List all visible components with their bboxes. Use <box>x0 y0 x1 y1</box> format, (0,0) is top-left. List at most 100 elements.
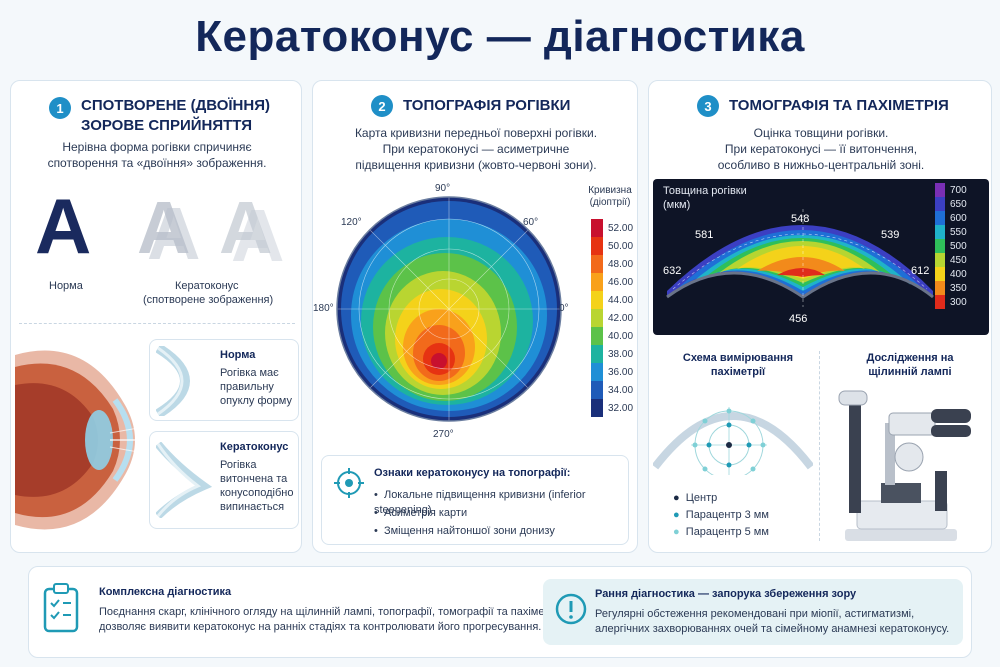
letter-distorted-3: A <box>219 186 273 269</box>
thickness-legend-swatch <box>935 239 945 253</box>
topography-map <box>336 196 562 422</box>
thickness-legend-row: 350 <box>935 281 967 295</box>
label-keratoconus: Кератоконус <box>175 280 239 292</box>
curvature-legend-row: 40.00 <box>591 327 633 345</box>
curvature-legend-swatch <box>591 309 603 327</box>
curvature-legend-row: 46.00 <box>591 273 633 291</box>
thickness-legend-row: 550 <box>935 225 967 239</box>
thickness-legend-row: 300 <box>935 295 967 309</box>
value-456: 456 <box>789 313 808 325</box>
thickness-legend-label: 650 <box>950 198 967 210</box>
step-badge-1: 1 <box>49 97 71 119</box>
thickness-legend-row: 650 <box>935 197 967 211</box>
panel-title: Томографія та пахіметрія <box>729 97 949 114</box>
panel-desc-2: При кератоконусі — її витончення, <box>724 142 918 156</box>
thickness-legend-swatch <box>935 197 945 211</box>
curvature-legend-label: 32.00 <box>608 402 634 414</box>
panel-distortion: 1 Спотворене (двоїння) зорове сприйняття… <box>10 80 302 553</box>
curvature-legend-row: 50.00 <box>591 237 633 255</box>
curvature-legend-label: 34.00 <box>608 384 634 396</box>
curvature-legend-swatch <box>591 237 603 255</box>
curvature-legend-swatch <box>591 327 603 345</box>
thickness-legend-swatch <box>935 225 945 239</box>
thickness-legend-label: 600 <box>950 212 967 224</box>
thickness-legend-row: 600 <box>935 211 967 225</box>
summary-title: Комплексна діагностика <box>99 586 232 598</box>
thickness-legend-label: 300 <box>950 296 967 308</box>
thickness-legend-label: 500 <box>950 240 967 252</box>
value-539: 539 <box>881 229 900 241</box>
thickness-legend-row: 700 <box>935 183 967 197</box>
slit-lamp-icon <box>838 390 971 541</box>
clipboard-checklist-icon <box>43 583 79 633</box>
legend-center: ● Центр <box>673 492 718 504</box>
card-normal-line1: Рогівка має <box>220 367 279 379</box>
curvature-legend-label: 48.00 <box>608 258 634 270</box>
thickness-legend-label: 350 <box>950 282 967 294</box>
page-title: Кератоконус — діагностика <box>195 12 805 61</box>
label-keratoconus-sub: (спотворене зображення) <box>143 294 274 306</box>
card-keratoconus-line2: витончена та <box>220 473 288 485</box>
curvature-legend-swatch <box>591 291 603 309</box>
thickness-legend: 700 650 600 550 500 450 400 350 300 <box>935 183 967 309</box>
letter-normal: A <box>35 182 92 270</box>
step-badge-3: 3 <box>697 95 719 117</box>
thickness-profile <box>666 209 934 307</box>
curvature-legend-label: 40.00 <box>608 330 634 342</box>
panel-desc-1: Карта кривизни передньої поверхні рогівк… <box>354 126 598 140</box>
curvature-legend-swatch <box>591 255 603 273</box>
thickness-legend-label: 400 <box>950 268 967 280</box>
target-icon <box>334 468 364 498</box>
step-badge-2: 2 <box>371 95 393 117</box>
angle-270: 270° <box>433 429 454 440</box>
panel-summary: Комплексна діагностика Поєднання скарг, … <box>28 566 972 658</box>
map-title: Товщина рогівки <box>663 185 747 197</box>
thickness-legend-swatch <box>935 281 945 295</box>
scheme-title: Схема вимірювання <box>682 352 794 364</box>
angle-180: 180° <box>313 303 334 314</box>
panel-title: Спотворене (двоїння) <box>81 97 270 114</box>
slit-lamp-title-2: щілинній лампі <box>868 366 952 378</box>
card-keratoconus-title: Кератоконус <box>220 441 289 453</box>
curvature-legend-label: 36.00 <box>608 366 634 378</box>
curvature-legend-label: 42.00 <box>608 312 634 324</box>
sign-item: • Зміщення найтоншої зони донизу <box>374 525 555 537</box>
letter-distorted-1: A <box>137 186 191 269</box>
divider <box>819 351 820 541</box>
curvature-legend-label: 52.00 <box>608 222 634 234</box>
legend-title: Кривизна <box>588 185 632 196</box>
angle-0: 0° <box>559 303 569 314</box>
curvature-legend-row: 32.00 <box>591 399 633 417</box>
panel-desc-3: підвищення кривизни (жовто-червоні зони)… <box>355 158 597 172</box>
curvature-legend-row: 52.00 <box>591 219 633 237</box>
curvature-legend-row: 42.00 <box>591 309 633 327</box>
card-keratoconus: Кератоконус Рогівка витончена та конусоп… <box>149 431 299 529</box>
curvature-legend-row: 36.00 <box>591 363 633 381</box>
pachymetry-scheme <box>653 407 813 475</box>
scheme-title-2: пахіметрії <box>710 366 766 378</box>
panel-desc-2: спотворення та «двоїння» зображення. <box>47 156 267 170</box>
thickness-legend-label: 450 <box>950 254 967 266</box>
sign-item: • Асиметрія карти <box>374 507 468 519</box>
thickness-legend-swatch <box>935 183 945 197</box>
summary-desc-1: Поєднання скарг, клінічного огляду на щі… <box>99 606 561 618</box>
value-581: 581 <box>695 229 714 241</box>
legend-para5: ● Парацентр 5 мм <box>673 526 769 538</box>
value-612: 612 <box>911 265 930 277</box>
legend-subtitle: (діоптрії) <box>589 197 631 208</box>
keratoconus-cornea-icon <box>156 442 213 518</box>
divider <box>19 323 295 324</box>
angle-120: 120° <box>341 217 362 228</box>
curvature-legend: 52.00 50.00 48.00 46.00 44.00 42.00 40.00 38.00… <box>591 219 633 417</box>
thickness-legend-label: 550 <box>950 226 967 238</box>
angle-90: 90° <box>435 183 451 194</box>
curvature-legend-swatch <box>591 273 603 291</box>
map-unit: (мкм) <box>663 199 691 211</box>
card-normal-title: Норма <box>220 349 256 361</box>
card-keratoconus-line4: випинається <box>220 501 285 513</box>
signs-title: Ознаки кератоконусу на топографії: <box>374 467 571 479</box>
curvature-legend-row: 38.00 <box>591 345 633 363</box>
curvature-legend-swatch <box>591 381 603 399</box>
card-keratoconus-line1: Рогівка <box>220 459 257 471</box>
letter-distorted-2: A <box>147 192 201 275</box>
